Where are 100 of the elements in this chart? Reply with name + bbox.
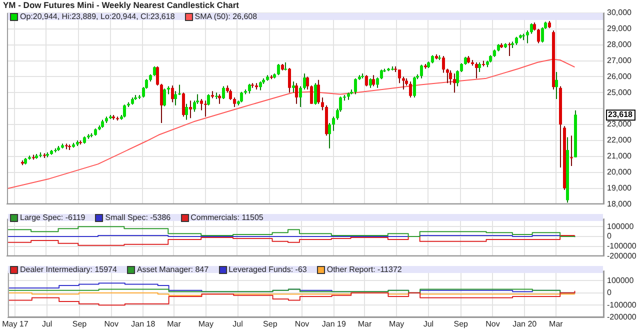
candlestick xyxy=(295,82,298,104)
candlestick xyxy=(204,100,207,118)
candlestick xyxy=(570,135,573,166)
legend-label: Small Spec: -5386 xyxy=(105,213,171,222)
y-tick-label: 23,000 xyxy=(607,120,632,129)
candlestick xyxy=(365,74,368,87)
candlestick xyxy=(240,91,243,103)
x-tick-label: Jan 18 xyxy=(131,319,156,328)
candlestick xyxy=(420,64,423,79)
candlestick xyxy=(475,62,478,79)
candlestick xyxy=(200,98,203,111)
candlestick xyxy=(182,92,185,118)
candlestick xyxy=(248,83,251,94)
y-tick-label: -100000 xyxy=(607,242,637,251)
candlestick xyxy=(189,100,192,119)
candlestick xyxy=(449,70,452,86)
candlestick xyxy=(398,69,401,84)
candlestick xyxy=(233,96,236,108)
x-tick-label: May xyxy=(389,319,404,328)
candlestick xyxy=(174,90,177,106)
candlestick xyxy=(478,62,481,72)
y-tick-label: -200000 xyxy=(607,251,637,260)
candlestick xyxy=(537,28,540,44)
legend-label: Leveraged Funds: -63 xyxy=(228,265,307,274)
y-tick-label: 20,000 xyxy=(607,168,632,177)
candlestick xyxy=(222,86,225,100)
y-tick-label: 28,000 xyxy=(607,40,632,50)
candlestick xyxy=(369,78,372,88)
candlestick xyxy=(526,30,529,44)
y-tick-label: 100000 xyxy=(607,222,634,231)
candlestick xyxy=(555,71,558,100)
legend-label: Large Spec: -6119 xyxy=(20,213,86,222)
x-tick-label: Mar xyxy=(167,319,182,328)
y-tick-label: 27,000 xyxy=(607,56,632,66)
x-tick-label: Jan 19 xyxy=(322,319,346,328)
y-tick-label: 19,000 xyxy=(607,183,632,192)
x-tick-label: Sep xyxy=(263,319,278,328)
legend-label: SMA (50): 26,608 xyxy=(194,12,258,21)
y-tick-label: 29,000 xyxy=(607,24,632,34)
candlestick xyxy=(413,76,416,98)
x-tick-label: Nov xyxy=(104,319,118,328)
candlestick xyxy=(530,22,533,34)
candlestick xyxy=(332,116,335,132)
legend-label: Asset Manager: 847 xyxy=(136,265,209,274)
candlestick xyxy=(303,73,306,90)
candlestick xyxy=(380,69,383,80)
chart-title: YM - Dow Futures Mini - Weekly Nearest Candlestick Chart xyxy=(3,0,240,10)
candlestick xyxy=(442,56,445,74)
y-tick-label: 21,000 xyxy=(607,152,632,161)
candlestick xyxy=(328,122,331,149)
candlestick xyxy=(156,66,159,86)
y-tick-label: 25,000 xyxy=(607,88,632,97)
candlestick xyxy=(446,68,449,84)
candlestick xyxy=(123,104,126,118)
y-tick-label: 22,000 xyxy=(607,136,632,145)
y-tick-label: -200000 xyxy=(607,312,637,322)
candlestick xyxy=(314,82,317,106)
candlestick xyxy=(376,77,379,88)
candlestick xyxy=(288,67,291,94)
x-tick-label: May 17 xyxy=(2,319,29,328)
candlestick xyxy=(277,63,280,76)
candlestick xyxy=(456,70,459,87)
candlestick xyxy=(409,81,412,98)
y-tick-label: 100000 xyxy=(607,276,634,285)
candlestick xyxy=(160,83,163,124)
candlestick xyxy=(372,74,375,87)
candlestick xyxy=(171,84,174,103)
legend-label: Dealer Intermediary: 15974 xyxy=(20,265,117,274)
y-tick-label: 30,000 xyxy=(607,8,632,18)
annotation: 23,618 xyxy=(608,110,634,119)
candlestick xyxy=(163,88,166,107)
x-tick-label: Jul xyxy=(42,319,52,328)
y-tick-label: 0 xyxy=(607,232,612,241)
x-tick-label: Jul xyxy=(423,319,434,328)
candlestick xyxy=(354,78,357,95)
candlestick xyxy=(207,94,210,106)
legend-label: Other Report: -11372 xyxy=(326,265,402,274)
y-tick-label: 26,000 xyxy=(607,72,632,81)
y-tick-label: 18,000 xyxy=(607,199,632,208)
x-tick-label: Nov xyxy=(486,319,500,328)
x-tick-label: Mar xyxy=(549,319,564,328)
legend-label: Op:20,944, Hi:23,889, Lo:20,944, Cl:23,618 xyxy=(20,12,175,21)
y-tick-label: -100000 xyxy=(607,300,637,310)
x-tick-label: Sep xyxy=(72,319,88,328)
x-tick-label: Nov xyxy=(294,319,310,328)
x-tick-label: Sep xyxy=(454,319,469,328)
candlestick xyxy=(453,73,456,94)
y-tick-label: 0 xyxy=(607,288,612,298)
x-tick-label: Jul xyxy=(232,319,244,328)
candlestick xyxy=(306,76,309,90)
candlestick xyxy=(153,66,156,76)
x-tick-label: May xyxy=(198,319,214,328)
candlestick xyxy=(321,96,324,111)
candlestick xyxy=(178,84,181,96)
x-tick-label: Jan 20 xyxy=(512,319,538,328)
candlestick xyxy=(299,86,302,108)
candlestick xyxy=(508,42,511,57)
x-tick-label: Mar xyxy=(358,319,372,328)
candlestick xyxy=(229,88,232,100)
candlestick xyxy=(310,84,313,104)
